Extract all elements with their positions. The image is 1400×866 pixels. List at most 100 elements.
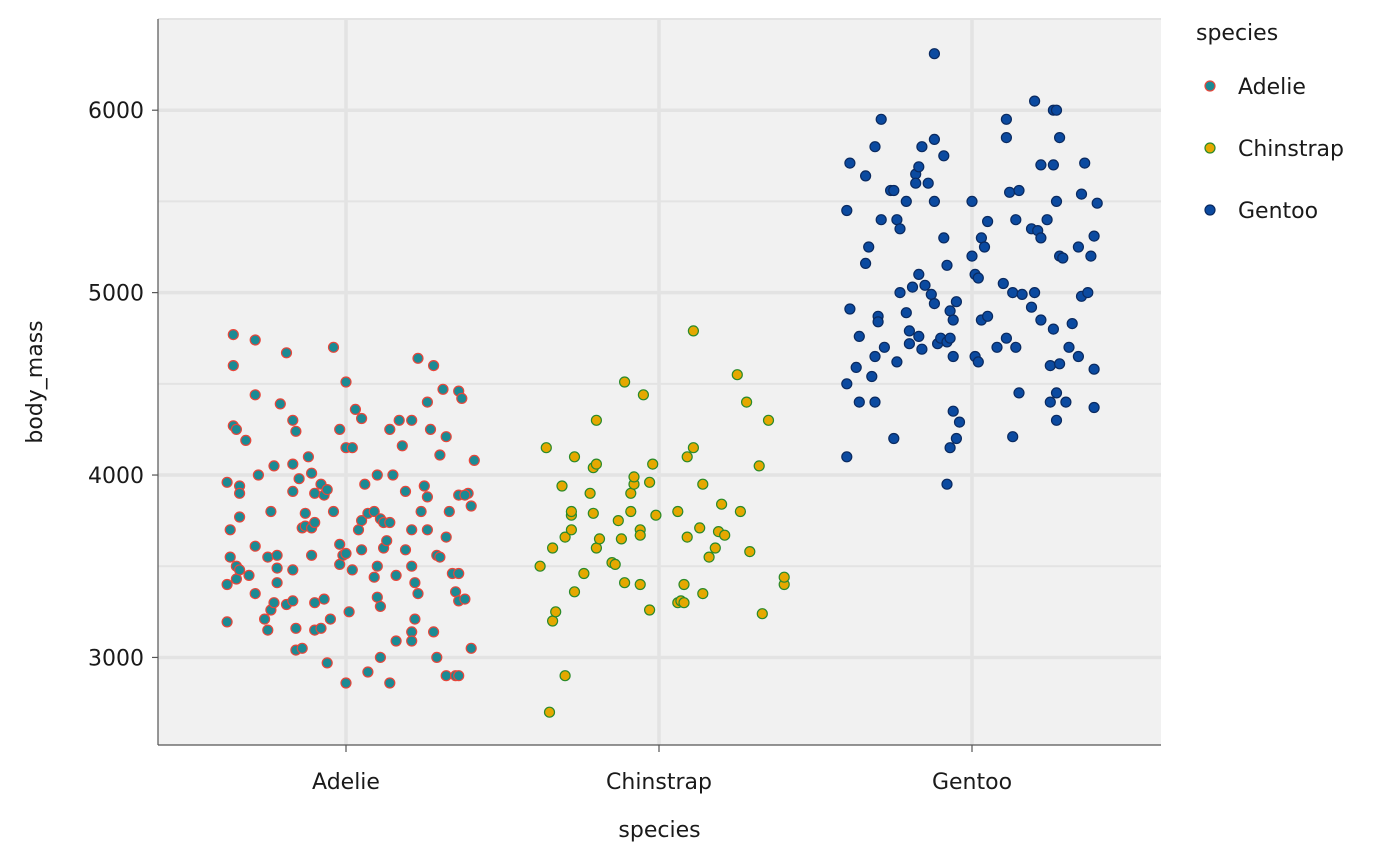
data-point <box>922 177 934 189</box>
data-point <box>224 524 236 536</box>
data-point <box>938 232 950 244</box>
data-point <box>424 423 437 435</box>
data-point <box>252 469 264 481</box>
data-point <box>981 310 994 322</box>
data-point <box>778 571 790 583</box>
data-point <box>966 195 978 207</box>
data-point <box>221 476 233 488</box>
data-point <box>903 325 916 337</box>
data-point <box>406 635 418 647</box>
data-point <box>287 595 299 607</box>
major-gridlines <box>158 19 1161 745</box>
data-point <box>368 505 380 518</box>
data-point <box>368 571 380 583</box>
data-point <box>346 564 358 576</box>
data-point <box>302 451 314 463</box>
data-point <box>415 505 427 518</box>
legend-title: species <box>1196 21 1278 46</box>
data-point <box>306 549 318 561</box>
data-point <box>891 214 903 226</box>
data-point <box>697 478 709 490</box>
data-point <box>966 250 978 262</box>
data-point <box>869 141 881 153</box>
data-point <box>406 414 418 426</box>
data-point <box>409 613 421 625</box>
data-point <box>287 458 299 470</box>
data-point <box>309 487 321 499</box>
data-point <box>546 615 559 627</box>
data-point <box>1050 414 1063 426</box>
data-point <box>234 487 246 499</box>
data-point <box>756 608 768 620</box>
data-point <box>271 549 283 561</box>
data-point <box>859 257 872 269</box>
data-point <box>1088 363 1100 375</box>
data-point <box>1007 287 1019 299</box>
data-point <box>1041 214 1053 226</box>
data-point <box>1010 341 1022 353</box>
data-point <box>944 332 956 344</box>
data-point <box>1035 232 1047 244</box>
data-point <box>384 423 396 435</box>
data-point <box>618 376 631 388</box>
data-point <box>249 587 261 600</box>
data-point <box>978 241 991 253</box>
data-point <box>287 414 299 426</box>
data-point <box>694 522 706 534</box>
y-tick-label: 6000 <box>88 99 144 124</box>
data-point <box>371 469 383 481</box>
data-point <box>681 451 693 463</box>
data-point <box>227 360 239 372</box>
data-point <box>853 396 865 408</box>
data-point <box>878 341 891 353</box>
data-point <box>590 414 603 426</box>
data-point <box>453 567 465 580</box>
data-point <box>230 573 242 585</box>
data-point <box>703 551 715 563</box>
data-point <box>453 670 465 682</box>
data-point <box>412 352 424 364</box>
data-point <box>421 396 433 408</box>
data-point <box>740 396 753 408</box>
data-point <box>734 505 747 518</box>
data-point <box>565 524 578 536</box>
data-point <box>459 593 471 605</box>
data-point <box>396 440 408 452</box>
data-point <box>356 514 368 527</box>
data-point <box>334 538 346 550</box>
data-point <box>866 370 878 383</box>
data-point <box>947 314 959 326</box>
data-point <box>875 214 887 226</box>
data-point <box>709 542 721 554</box>
data-point <box>1060 396 1072 408</box>
data-point <box>678 578 690 591</box>
data-point <box>1053 132 1066 144</box>
data-point <box>262 551 274 563</box>
data-point <box>356 412 368 425</box>
data-point <box>406 524 418 536</box>
data-point <box>900 195 912 207</box>
data-point <box>349 403 361 415</box>
data-point <box>578 567 590 580</box>
data-point <box>465 642 477 654</box>
data-point <box>687 442 700 454</box>
data-point <box>1025 301 1038 313</box>
data-point <box>894 287 906 299</box>
x-tick-label: Chinstrap <box>606 770 712 795</box>
data-point <box>534 560 546 572</box>
data-point <box>296 642 308 654</box>
data-point <box>647 458 659 470</box>
data-point <box>841 378 853 390</box>
legend-item: Chinstrap <box>1204 137 1344 162</box>
data-point <box>456 392 468 404</box>
data-point <box>271 577 283 589</box>
data-point <box>1079 157 1091 169</box>
data-point <box>1053 358 1066 370</box>
data-point <box>437 383 449 395</box>
data-point <box>340 677 352 689</box>
data-point <box>1050 387 1063 399</box>
data-point <box>941 259 953 271</box>
data-point <box>928 48 941 60</box>
data-point <box>650 509 662 521</box>
data-point <box>841 204 853 217</box>
